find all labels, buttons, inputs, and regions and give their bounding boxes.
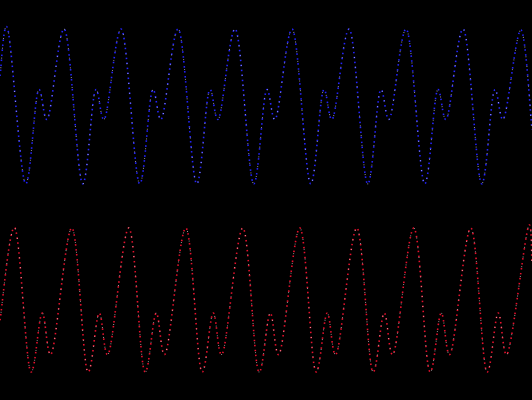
waveform — [0, 25, 532, 185]
waveform-speckle — [0, 224, 532, 373]
waveform-speckle — [0, 26, 532, 184]
waveform — [0, 224, 532, 373]
